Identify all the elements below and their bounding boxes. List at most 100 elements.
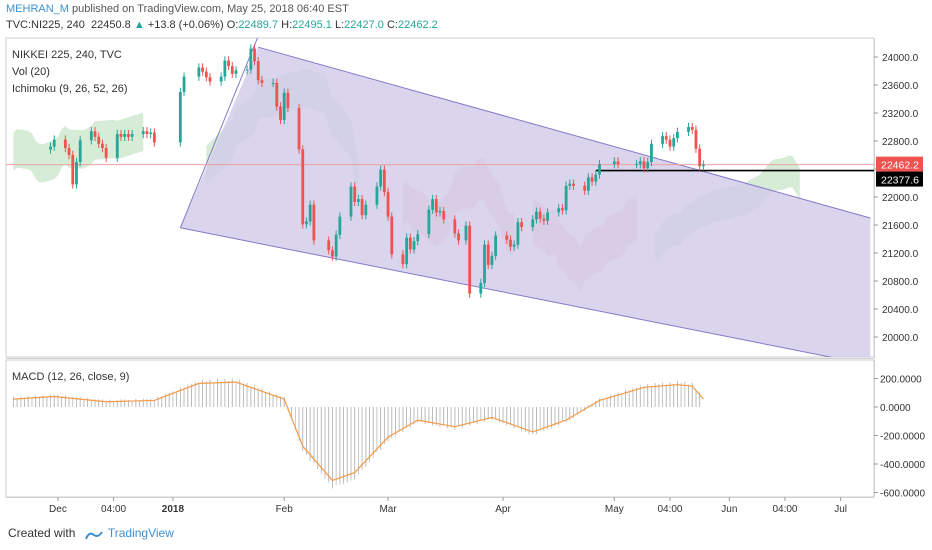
price-pane[interactable]: NIKKEI 225, 240, TVC Vol (20) Ichimoku (… [5,36,923,365]
candle-body [282,92,286,120]
channel-fill [180,47,871,357]
low-label: L: [334,19,345,31]
candle-body [360,199,364,216]
candle-body [219,76,223,82]
candle-body [401,254,405,265]
candle-body [331,250,334,257]
macd-line-path [13,381,704,482]
candle-body [483,244,486,284]
last-price-tag-label: 22462.2 [881,160,919,172]
macd-tick-label: -600.0000 [880,489,925,500]
candle-body [538,211,542,219]
price-tick-label: 23600.0 [882,81,919,92]
candle-body [275,82,279,107]
candle-body [590,177,594,182]
macd-line [13,381,704,482]
candle-body [182,76,186,92]
time-tick-label: 2018 [162,504,185,515]
price-tick-label: 20800.0 [882,277,919,288]
candle-body [405,237,409,265]
candle-body [676,131,679,139]
candle-body [145,131,149,134]
published-text: published on TradingView.com, May 25, 20… [72,3,349,15]
candle-body [227,60,230,67]
candle-body [586,177,590,191]
time-axis[interactable]: Dec 04:00 2018 Feb Mar Apr May 04:00 Jun 04:00 Jul [6,497,874,515]
macd-pane[interactable]: MACD (12, 26, close, 9) 200.0000 0.0000 -2… [5,359,925,500]
candle-body [512,244,516,247]
candle-body [650,143,653,162]
candle-body [152,132,156,143]
legend-macd: MACD (12, 26, close, 9) [12,371,129,383]
price-tick-label: 21200.0 [882,249,919,260]
candle-body [312,204,316,241]
tradingview-logo-icon[interactable] [84,529,103,540]
time-tick-label: Jul [834,504,847,515]
channel-left-edge [179,38,258,228]
candle-body [256,61,260,81]
candle-body [253,48,256,62]
legend-ichimoku: Ichimoku (9, 26, 52, 26) [12,83,128,95]
price-tick-label: 21600.0 [882,221,919,232]
author-link[interactable]: MEHRAN_M [6,3,69,15]
candle-body [230,66,234,74]
time-tick-label: Dec [49,504,67,515]
candle-body [279,106,282,120]
candle-body [338,216,342,235]
time-tick-label: Feb [276,504,294,515]
candle-body [127,134,130,137]
candle-body [89,131,93,141]
candle-body [349,186,353,217]
channel-lower-line[interactable] [180,227,870,365]
candle-body [49,146,52,150]
candle-body [509,239,512,247]
channel-upper-line[interactable] [258,46,871,219]
candle-body [616,161,620,165]
candle-body [297,108,301,150]
candle-body [594,174,598,182]
candle-body [646,162,650,169]
candle-body [201,67,204,72]
price-tick-label: 20400.0 [882,305,919,316]
candle-body [546,212,549,221]
candle-body [75,162,78,185]
candle-body [664,136,668,140]
candle-body [97,136,101,144]
candle-body [486,244,490,265]
macd-tick-label: 200.0000 [880,375,922,386]
macd-axis[interactable]: 200.0000 0.0000 -200.0000 -400.0000 -600.000… [874,360,925,500]
candle-body [204,71,208,78]
change-text: +13.8 (+0.06%) [147,19,224,31]
candle-body [464,225,468,241]
candle-body [468,225,472,294]
candle-body [431,199,434,210]
time-tick-label: Apr [495,504,511,515]
candle-body [457,233,460,241]
candle-body [427,209,431,235]
candle-body [572,183,575,186]
candle-body [568,183,572,186]
candle-body [531,219,535,228]
regression-channel[interactable] [179,36,871,365]
time-tick-label: Jun [721,504,737,515]
price-tick-label: 22000.0 [882,193,919,204]
candle-body [208,77,212,82]
macd-pane-frame [5,359,875,498]
candle-body [694,129,698,149]
candle-body [382,169,386,193]
candle-body [386,192,390,217]
price-markers: 22462.2 22377.6 [876,156,923,187]
high-label: H: [281,19,293,31]
tradingview-brand[interactable]: TradingView [107,526,174,540]
price-axis[interactable]: 20000.0 20400.0 20800.0 21200.0 21600.0 22000… [874,38,919,358]
symbol-text: TVC:NI225, 240 [6,19,85,31]
candle-body [479,283,483,294]
time-tick-label: 04:00 [101,504,126,515]
candle-body [178,92,182,143]
candle-body [520,222,524,228]
candle-body [438,211,442,213]
footer: Created with TradingView [8,526,174,540]
candle-body [701,164,705,167]
time-tick-label: 04:00 [657,504,682,515]
